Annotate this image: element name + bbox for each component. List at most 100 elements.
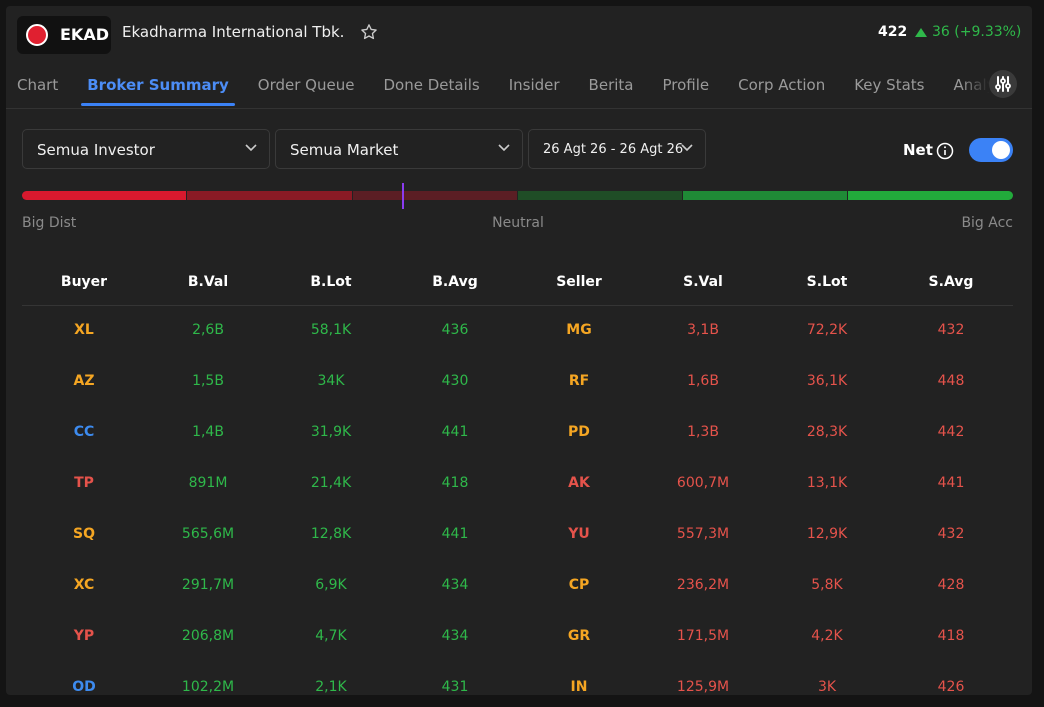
gauge-segment: [22, 191, 186, 200]
cell-value: 3,1B: [687, 322, 719, 338]
gauge-right-label: Big Acc: [961, 215, 1013, 231]
buyer-code[interactable]: OD: [72, 679, 96, 695]
tab[interactable]: Insider: [508, 76, 560, 94]
tab[interactable]: Done Details: [383, 76, 480, 94]
stock-logo: EKAD: [17, 16, 111, 54]
gauge-segment: [187, 191, 352, 200]
cell-value: 428: [937, 577, 965, 593]
tab[interactable]: Profile: [662, 76, 710, 94]
date-dropdown[interactable]: 26 Agt 26 - 26 Agt 26: [528, 129, 706, 169]
company-name: Ekadharma International Tbk.: [122, 23, 345, 41]
cell-value: 441: [441, 526, 469, 542]
cell-value: 206,8M: [181, 628, 235, 644]
chevron: [681, 144, 693, 152]
cell-value: 565,6M: [181, 526, 235, 542]
settings-icon: [995, 76, 1011, 92]
cell-value: 28,3K: [806, 424, 848, 440]
tab[interactable]: Chart: [17, 76, 59, 94]
market-label: Semua Market: [290, 141, 399, 159]
settings-button[interactable]: [989, 70, 1017, 98]
buyer-code[interactable]: AZ: [73, 373, 95, 389]
broker-row: YP 206,8M 4,7K 434 GR 171,5M 4,2K 418: [22, 628, 1013, 648]
cell-value: 436: [441, 322, 469, 338]
tab[interactable]: Broker Summary: [87, 76, 229, 94]
cell-value: 448: [937, 373, 965, 389]
tab[interactable]: Berita: [588, 76, 634, 94]
cell-value: 418: [441, 475, 469, 491]
market-dropdown[interactable]: Semua Market: [275, 129, 523, 169]
broker-row: XL 2,6B 58,1K 436 MG 3,1B 72,2K 432: [22, 322, 1013, 342]
seller-code[interactable]: MG: [566, 322, 592, 338]
buyer-code[interactable]: SQ: [73, 526, 95, 542]
cell-value: 236,2M: [676, 577, 730, 593]
cell-value: 31,9K: [310, 424, 352, 440]
seller-code[interactable]: GR: [567, 628, 591, 644]
seller-code[interactable]: RF: [568, 373, 590, 389]
cell-value: 441: [441, 424, 469, 440]
investor-dropdown[interactable]: Semua Investor: [22, 129, 270, 169]
broker-panel: EKAD Ekadharma International Tbk. 422 36…: [6, 6, 1032, 695]
tab[interactable]: Corp Action: [738, 76, 826, 94]
buyer-code[interactable]: XC: [73, 577, 95, 593]
seller-code[interactable]: CP: [568, 577, 590, 593]
tab[interactable]: Key Stats: [854, 76, 925, 94]
seller-code[interactable]: AK: [568, 475, 590, 491]
cell-value: 1,5B: [192, 373, 224, 389]
tab[interactable]: Order Queue: [257, 76, 355, 94]
cell-value: 442: [937, 424, 965, 440]
cell-value: 557,3M: [676, 526, 730, 542]
cell-value: 600,7M: [676, 475, 730, 491]
buyer-code[interactable]: YP: [73, 628, 95, 644]
gauge-segment: [353, 191, 517, 200]
cell-value: 36,1K: [806, 373, 848, 389]
broker-row: TP 891M 21,4K 418 AK 600,7M 13,1K 441: [22, 475, 1013, 495]
cell-value: 102,2M: [181, 679, 235, 695]
chevron: [245, 144, 257, 152]
buyer-code[interactable]: TP: [74, 475, 94, 491]
toggle-knob: [992, 141, 1010, 159]
seller-code[interactable]: PD: [568, 424, 590, 440]
seller-code[interactable]: IN: [570, 679, 588, 695]
net-label: Net: [903, 141, 933, 159]
buyer-code[interactable]: XL: [74, 322, 94, 338]
table-header: Buyer B.Val B.Lot B.Avg Seller S.Val S.Lot S.Av…: [22, 270, 1013, 306]
column-header: Buyer: [60, 274, 108, 290]
gauge-center-label: Neutral: [492, 215, 544, 231]
gauge-segment: [848, 191, 1013, 200]
table-body: XL 2,6B 58,1K 436 MG 3,1B 72,2K 432 AZ 1,5B 34K 430…: [22, 306, 1013, 695]
logo-icon: [26, 24, 48, 46]
date-label: 26 Agt 26 - 26 Agt 26: [543, 142, 684, 157]
cell-value: 13,1K: [806, 475, 848, 491]
cell-value: 171,5M: [676, 628, 730, 644]
cell-value: 418: [937, 628, 965, 644]
cell-value: 434: [441, 577, 469, 593]
cell-value: 12,9K: [806, 526, 848, 542]
cell-value: 6,9K: [315, 577, 347, 593]
net-toggle[interactable]: [969, 138, 1013, 162]
column-header: Seller: [556, 274, 602, 290]
column-header: S.Val: [683, 274, 723, 290]
gauge-marker: [402, 183, 404, 209]
favorite-star[interactable]: [360, 23, 378, 41]
price: 422: [878, 24, 908, 40]
column-header: B.Val: [187, 274, 229, 290]
price-change: 36 (+9.33%): [932, 24, 1022, 40]
broker-row: AZ 1,5B 34K 430 RF 1,6B 36,1K 448: [22, 373, 1013, 393]
tab-bar: Chart Broker Summary Order Queue Done Detai…: [6, 68, 1032, 109]
cell-value: 4,2K: [811, 628, 843, 644]
buyer-code[interactable]: CC: [73, 424, 95, 440]
cell-value: 432: [937, 526, 965, 542]
cell-value: 58,1K: [310, 322, 352, 338]
cell-value: 4,7K: [315, 628, 347, 644]
cell-value: 2,6B: [192, 322, 224, 338]
info-icon[interactable]: [936, 142, 954, 160]
seller-code[interactable]: YU: [568, 526, 590, 542]
cell-value: 21,4K: [310, 475, 352, 491]
cell-value: 426: [937, 679, 965, 695]
cell-value: 1,3B: [687, 424, 719, 440]
cell-value: 431: [441, 679, 469, 695]
column-header: B.Lot: [310, 274, 352, 290]
gauge-left-label: Big Dist: [22, 215, 77, 231]
broker-row: XC 291,7M 6,9K 434 CP 236,2M 5,8K 428: [22, 577, 1013, 597]
